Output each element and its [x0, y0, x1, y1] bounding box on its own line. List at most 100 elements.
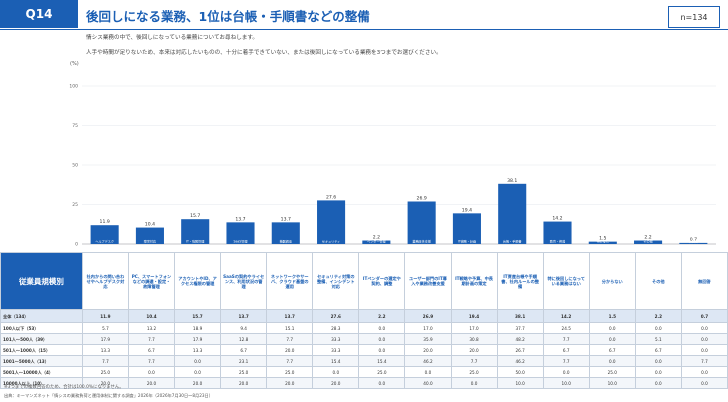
table-cell: 0.0 [174, 366, 222, 378]
data-label: 26.9 [417, 195, 427, 201]
table-cell: 1.5 [588, 309, 636, 323]
table-cell: 25.0 [450, 366, 498, 378]
category-label: 機器調達 [280, 239, 292, 244]
table-cell: 7.7 [542, 355, 590, 367]
category-label: ベンダー管理 [367, 239, 386, 244]
table-cell: 7.7 [266, 333, 314, 345]
table-cell: 17.9 [174, 333, 222, 345]
column-header: PC、スマートフォンなどの調達・設定・故障管理 [127, 252, 176, 310]
bar [498, 183, 527, 244]
table-cell: 37.7 [496, 322, 544, 334]
column-header: 分からない [588, 252, 636, 310]
table-cell: 20.0 [81, 377, 129, 389]
table-cell: 17.0 [404, 322, 452, 334]
bar [543, 221, 572, 244]
column-header: SaaSの契約やライセンス、利用状況の管理 [220, 252, 268, 310]
table-cell: 20.0 [220, 377, 268, 389]
column-header: IT戦略や予算、中長期計画の策定 [450, 252, 498, 310]
category-label: その他 [643, 239, 652, 244]
table-cell: 26.9 [404, 309, 452, 323]
table-cell: 20.0 [312, 377, 360, 389]
table-cell: 13.3 [174, 344, 222, 356]
table-cell: 0.0 [588, 322, 636, 334]
table-cell: 50.0 [496, 366, 544, 378]
category-label: IT・情報管理 [186, 239, 204, 244]
segment-title: 従業員規模別 [0, 252, 83, 310]
column-header: ユーザー部門のIT導入や業務改善支援 [404, 252, 452, 310]
y-tick-label: 0 [75, 242, 78, 248]
table-cell: 13.7 [220, 309, 268, 323]
table-cell: 20.0 [174, 377, 222, 389]
column-header: 無回答 [680, 252, 728, 310]
table-cell: 6.7 [542, 344, 590, 356]
category-label: 無回答 [689, 239, 698, 244]
table-cell: 17.0 [450, 322, 498, 334]
table-cell: 7.7 [450, 355, 498, 367]
table-cell: 9.4 [220, 322, 268, 334]
table-cell: 25.0 [358, 366, 406, 378]
table-cell: 20.0 [266, 377, 314, 389]
table-cell: 0.0 [680, 333, 728, 345]
column-header: 特に後回しになっている業務はない [542, 252, 590, 310]
column-header: アカウントやID、アクセス権限の管理 [174, 252, 222, 310]
bar [679, 242, 708, 244]
table-row: 100人以下（53） 5.7 13.2 18.9 9.4 15.1 28.3 0.0 17.0 1… [0, 322, 728, 334]
data-label: 19.4 [462, 207, 472, 213]
table-cell: 0.0 [680, 344, 728, 356]
table-cell: 0.0 [680, 322, 728, 334]
category-label: IT戦略・計画 [458, 239, 476, 244]
table-cell: 17.9 [81, 333, 129, 345]
y-tick-label: 75 [72, 123, 78, 129]
column-header: ネットワークやサーバ、クラウド基盤の運用 [266, 252, 314, 310]
data-label: 2.2 [644, 235, 651, 241]
data-label: 15.7 [190, 213, 200, 219]
table-cell: 30.8 [450, 333, 498, 345]
table-cell: 15.4 [312, 355, 360, 367]
table-cell: 0.0 [634, 366, 682, 378]
table-cell: 33.3 [312, 344, 360, 356]
table-cell: 6.7 [588, 344, 636, 356]
table-cell: 2.2 [634, 309, 682, 323]
table-cell: 24.5 [542, 322, 590, 334]
table-cell: 0.0 [542, 366, 590, 378]
table-cell: 25.0 [266, 366, 314, 378]
category-label: セキュリティ [322, 239, 340, 244]
data-label: 14.2 [552, 216, 562, 222]
column-header: セキュリティ対策の整備、インシデント対応 [312, 252, 360, 310]
row-label: 10000人以上（10） [0, 377, 83, 389]
table-cell: 0.0 [634, 355, 682, 367]
header-divider [0, 29, 728, 30]
data-label: 11.9 [100, 219, 110, 225]
bar [362, 240, 391, 244]
bar [634, 240, 663, 244]
bar [588, 241, 617, 244]
y-tick-label: 50 [72, 163, 78, 169]
table-cell: 0.7 [680, 309, 728, 323]
table-cell: 10.0 [496, 377, 544, 389]
table-cell: 25.0 [588, 366, 636, 378]
table-cell: 46.2 [496, 355, 544, 367]
table-cell: 10.0 [588, 377, 636, 389]
table-cell: 20.0 [127, 377, 176, 389]
row-label: 101人〜500人（39） [0, 333, 83, 345]
table-cell: 0.0 [358, 322, 406, 334]
table-cell: 0.0 [634, 377, 682, 389]
data-label: 1.5 [599, 236, 606, 242]
row-label: 100人以下（53） [0, 322, 83, 334]
table-cell: 18.9 [174, 322, 222, 334]
table-cell: 25.0 [81, 366, 129, 378]
table-cell: 38.1 [496, 309, 544, 323]
table-cell: 0.0 [174, 355, 222, 367]
table-cell: 0.0 [358, 333, 406, 345]
table-cell: 0.0 [312, 366, 360, 378]
table-row: 101人〜500人（39） 17.9 7.7 17.9 12.8 7.7 33.3 0.0 35… [0, 333, 728, 345]
table-cell: 2.2 [358, 309, 406, 323]
table-cell: 0.0 [588, 333, 636, 345]
table-cell: 20.0 [266, 344, 314, 356]
table-cell: 46.2 [404, 355, 452, 367]
table-cell: 0.0 [127, 366, 176, 378]
y-tick-label: 25 [72, 202, 78, 208]
category-label: SaaS管理 [234, 239, 248, 244]
category-label: 特になし [597, 239, 609, 244]
question-text-2: 人手や時間が足りないため、本来は対応したいものの、十分に着手できていない、または… [86, 50, 442, 56]
